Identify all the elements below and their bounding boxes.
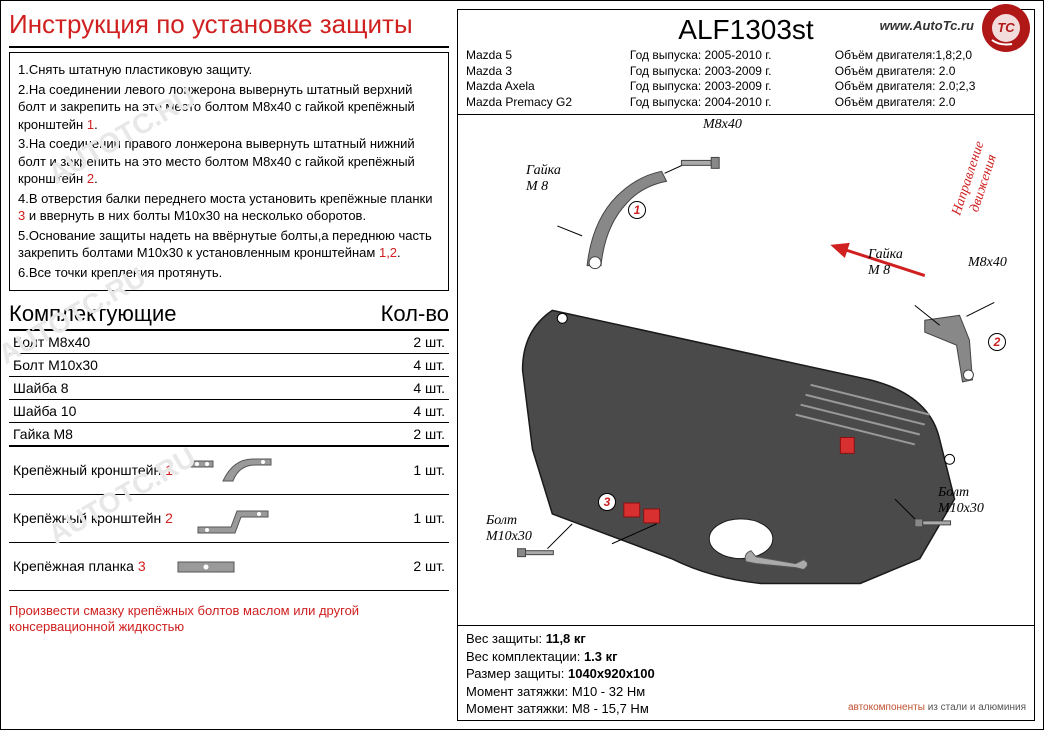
svg-text:TC: TC [997,20,1015,35]
lubrication-note: Произвести смазку крепёжных болтов масло… [9,603,449,637]
bracket-row-2: Крепёжный кронштейн 2 1 шт. [9,495,449,543]
model-name: Mazda 3 [466,64,630,80]
model-name: Mazda Premacy G2 [466,95,630,111]
left-panel: Инструкция по установке защиты 1.Снять ш… [9,9,449,721]
qty-title: Кол-во [381,301,449,327]
table-row: Шайба 104 шт. [9,399,449,422]
bracket-row-1: Крепёжный кронштейн 1 1 шт. [9,447,449,495]
label-bolt-right: Болт М10х30 [938,485,984,517]
components-header: Комплектующие Кол-во [9,301,449,331]
table-row: Шайба 84 шт. [9,376,449,399]
label-m8x40-right: М8х40 [968,255,1007,271]
model-years: Год выпуска: 2004-2010 г. [630,95,835,111]
table-row: Гайка М82 шт. [9,422,449,446]
instruction-step: 6.Все точки крепления протянуть. [18,264,440,282]
right-panel: ALF1303st Mazda 5 Год выпуска: 2005-2010… [457,9,1035,721]
model-engine: Объём двигателя: 2.0 [835,64,1026,80]
model-grid: Mazda 5 Год выпуска: 2005-2010 г. Объём … [466,48,1026,110]
table-row: Болт М10х304 шт. [9,353,449,376]
diagram-area: М8х40 Гайка М 8 Гайка М 8 М8х40 Болт М10… [458,115,1034,625]
instruction-step: 1.Снять штатную пластиковую защиту. [18,61,440,79]
instruction-step: 3.На соединении правого лонжерона выверн… [18,135,440,188]
logo-circle: TC [982,4,1030,52]
spec-row: Вес комплектации: 1.3 кг [466,648,1026,666]
bracket-2-icon [183,501,283,535]
instructions-box: 1.Снять штатную пластиковую защиту. 2.На… [9,52,449,291]
model-name: Mazda 5 [466,48,630,64]
parts-table: Болт М8х402 шт. Болт М10х304 шт. Шайба 8… [9,331,449,447]
label-gaika-top: Гайка М 8 [526,163,561,195]
label-bolt-left: Болт М10х30 [486,513,532,545]
components-title: Комплектующие [9,301,176,327]
spec-box: Вес защиты: 11,8 кг Вес комплектации: 1.… [458,625,1034,720]
brand-url: www.AutoTc.ru [880,18,974,33]
instructions-title: Инструкция по установке защиты [9,9,449,48]
model-years: Год выпуска: 2003-2009 г. [630,64,835,80]
model-years: Год выпуска: 2003-2009 г. [630,79,835,95]
spec-row: Размер защиты: 1040х920х100 [466,665,1026,683]
bracket-1-icon [183,453,283,487]
brand-logo: www.AutoTc.ru TC [982,4,1030,52]
model-name: Mazda Axela [466,79,630,95]
model-years: Год выпуска: 2005-2010 г. [630,48,835,64]
brand-footer: автокомпоненты из стали и алюминия [848,701,1026,715]
page-container: AUTOTC.RU AUTOTC.RU AUTOTC.RU AUTOTC.RU … [0,0,1044,730]
label-gaika-right: Гайка М 8 [868,247,903,279]
bracket-row-3: Крепёжная планка 3 2 шт. [9,543,449,591]
model-engine: Объём двигателя: 2.0;2,3 [835,79,1026,95]
label-m8x40-top: М8х40 [703,117,742,133]
instruction-step: 2.На соединении левого лонжерона выверну… [18,81,440,134]
spec-row: Момент затяжки: М10 - 32 Нм [466,683,1026,701]
spec-row: Вес защиты: 11,8 кг [466,630,1026,648]
bracket-3-icon [156,549,256,583]
instruction-step: 4.В отверстия балки переднего моста уста… [18,190,440,225]
instruction-step: 5.Основание защиты надеть на ввёрнутые б… [18,227,440,262]
model-engine: Объём двигателя: 2.0 [835,95,1026,111]
table-row: Болт М8х402 шт. [9,331,449,354]
